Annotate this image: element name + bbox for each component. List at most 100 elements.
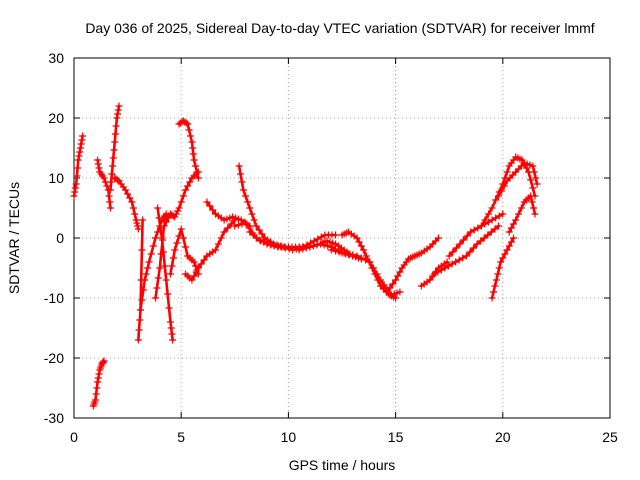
data-point-marker: [177, 225, 185, 233]
data-point-marker: [192, 268, 200, 276]
data-point-marker: [238, 220, 246, 228]
data-point-marker: [359, 246, 367, 254]
data-point-marker: [497, 258, 505, 266]
data-point-marker: [106, 198, 114, 206]
data-point-marker: [389, 280, 397, 288]
data-point-marker: [162, 276, 170, 284]
data-point-marker: [289, 246, 297, 254]
data-point-marker: [190, 156, 198, 164]
data-point-marker: [357, 254, 365, 262]
data-point-marker: [154, 274, 162, 282]
data-point-marker: [168, 262, 176, 270]
data-point-marker: [172, 210, 180, 218]
data-point-marker: [242, 192, 250, 200]
data-point-marker: [212, 246, 220, 254]
data-point-marker: [155, 214, 163, 222]
data-point-marker: [260, 238, 268, 246]
series-arc-27: [505, 192, 539, 236]
y-tick-label: -30: [44, 410, 64, 426]
data-point-marker: [238, 178, 246, 186]
data-point-marker: [507, 238, 515, 246]
data-point-marker: [441, 264, 449, 272]
series-arc-26: [488, 234, 518, 302]
data-point-marker: [145, 258, 153, 266]
x-tick-label: 25: [602, 429, 618, 445]
data-point-marker: [532, 174, 540, 182]
data-point-marker: [112, 122, 120, 130]
x-axis-label: GPS time / hours: [289, 457, 396, 473]
data-point-marker: [340, 249, 348, 257]
data-point-marker: [114, 110, 122, 118]
data-point-marker: [100, 174, 108, 182]
data-point-marker: [209, 206, 217, 214]
data-point-marker: [445, 252, 453, 260]
data-point-marker: [76, 148, 84, 156]
data-point-marker: [246, 204, 254, 212]
data-point-marker: [167, 324, 175, 332]
data-point-marker: [392, 294, 400, 302]
data-point-marker: [200, 256, 208, 264]
data-point-marker: [380, 281, 388, 289]
data-point-marker: [179, 234, 187, 242]
data-point-marker: [430, 270, 438, 278]
data-point-marker: [492, 196, 500, 204]
data-point-marker: [327, 246, 335, 254]
data-point-marker: [495, 192, 503, 200]
data-point-marker: [99, 358, 107, 366]
data-point-marker: [253, 234, 261, 242]
series-arc-24: [445, 210, 507, 260]
data-point-marker: [231, 222, 239, 230]
data-point-marker: [156, 264, 164, 272]
data-point-marker: [257, 237, 265, 245]
data-point-marker: [189, 150, 197, 158]
data-point-marker: [186, 132, 194, 140]
data-point-marker: [71, 188, 79, 196]
data-point-marker: [91, 396, 99, 404]
data-point-marker: [309, 242, 317, 250]
data-point-marker: [106, 204, 114, 212]
data-point-marker: [477, 237, 485, 245]
data-point-marker: [426, 276, 434, 284]
data-point-marker: [153, 284, 161, 292]
data-point-marker: [332, 231, 340, 239]
data-point-marker: [76, 144, 84, 152]
data-point-marker: [434, 268, 442, 276]
data-point-marker: [437, 266, 445, 274]
data-point-marker: [392, 276, 400, 284]
data-point-marker: [161, 262, 169, 270]
series-arc-2: [89, 357, 108, 410]
data-point-marker: [136, 306, 144, 314]
data-point-marker: [466, 248, 474, 256]
data-point-marker: [448, 260, 456, 268]
data-point-marker: [488, 216, 496, 224]
data-point-marker: [530, 204, 538, 212]
data-point-marker: [94, 374, 102, 382]
series-arc-17: [246, 228, 340, 254]
y-tick-label: 30: [48, 50, 64, 66]
data-point-marker: [193, 168, 201, 176]
data-point-marker: [168, 330, 176, 338]
data-point-marker: [463, 232, 471, 240]
series-arc-11: [166, 225, 202, 278]
data-point-marker: [194, 174, 202, 182]
data-point-marker: [492, 214, 500, 222]
data-point-marker: [467, 228, 475, 236]
data-point-marker: [190, 258, 198, 266]
data-point-marker: [188, 276, 196, 284]
data-point-marker: [510, 220, 518, 228]
data-point-marker: [529, 162, 537, 170]
data-point-marker: [174, 207, 182, 215]
data-point-marker: [214, 240, 222, 248]
data-point-marker: [492, 276, 500, 284]
data-point-marker: [133, 219, 141, 227]
data-point-marker: [109, 162, 117, 170]
data-point-marker: [185, 126, 193, 134]
data-point-marker: [505, 242, 513, 250]
series-arc-1: [70, 132, 87, 200]
data-point-marker: [237, 170, 245, 178]
data-point-marker: [485, 210, 493, 218]
data-point-marker: [136, 316, 144, 324]
data-point-marker: [189, 144, 197, 152]
data-point-marker: [473, 240, 481, 248]
data-point-marker: [111, 138, 119, 146]
